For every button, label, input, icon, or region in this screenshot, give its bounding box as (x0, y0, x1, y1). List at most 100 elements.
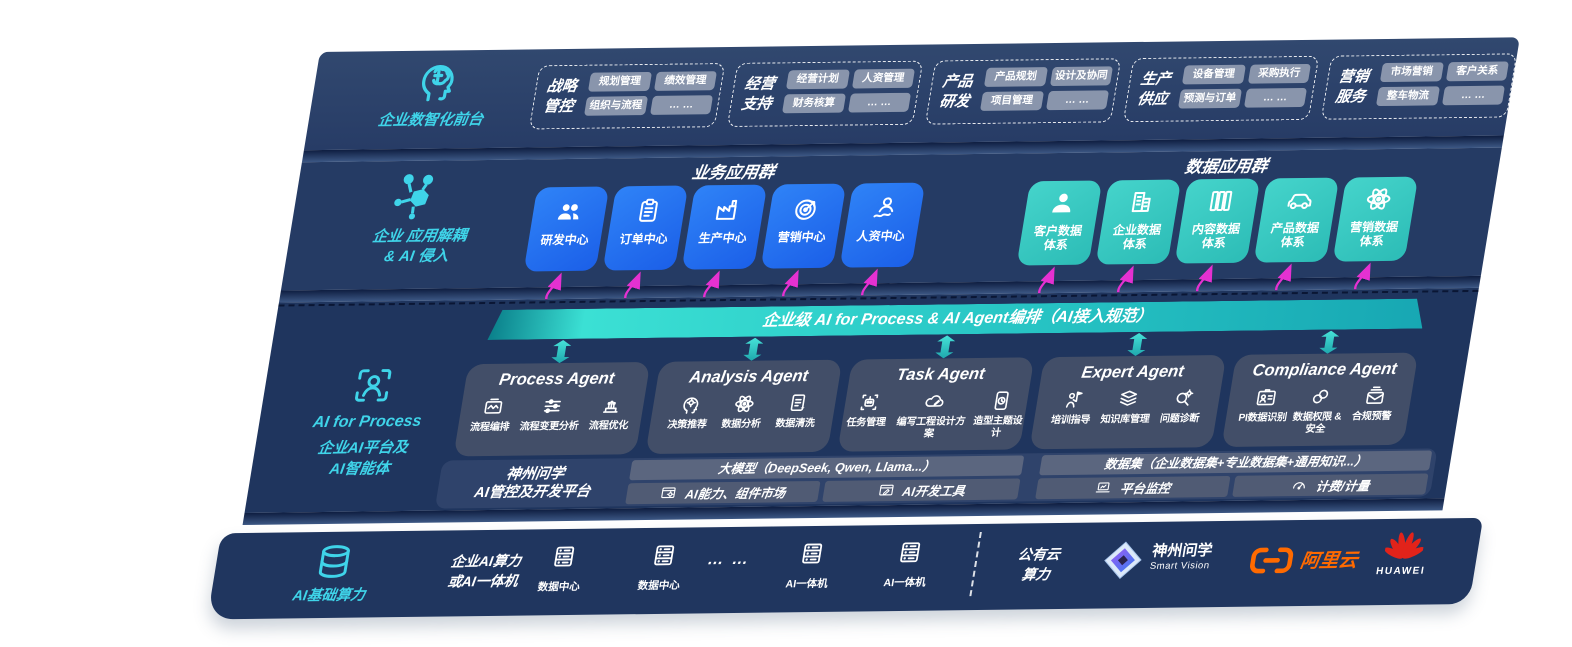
billing-label: 计费/计量 (1314, 479, 1371, 494)
app-layer-label: 企业 应用解耦 & AI 侵入 (371, 227, 469, 266)
smartvision-en: Smart Vision (1149, 559, 1211, 572)
aliyun-text: 阿里云 (1298, 550, 1360, 573)
tile-label: 企业数据 体系 (1111, 222, 1163, 252)
group-production: 生产 供应 设备管理 采购执行 预测与订单 … … (1122, 55, 1320, 123)
factory-icon (715, 199, 738, 220)
smartvision-diamond-icon (1104, 541, 1142, 579)
molecule-icon (394, 174, 434, 220)
group-item: 预测与订单 (1177, 88, 1242, 109)
platform-panel: 神州问学 AI管控及开发平台 大模型（DeepSeek, Qwen, Llama… (434, 448, 1438, 509)
atom-icon (735, 395, 754, 413)
window-pen-icon (878, 484, 894, 496)
huawei-flower-icon (1384, 532, 1425, 559)
aliyun-logo (1246, 546, 1295, 580)
agent-item-label: 合规预警 (1350, 410, 1392, 423)
model-bar: 大模型（DeepSeek, Qwen, Llama...） (629, 455, 1025, 481)
group-product: 产品 研发 产品规划 设计及协同 项目管理 … … (924, 58, 1122, 125)
huawei-text: HUAWEI (1375, 565, 1426, 578)
server-icon (553, 546, 574, 567)
node-ai-appliance-1: AI一体机 (771, 540, 849, 592)
person-icon (1052, 193, 1071, 213)
scan-person-icon (355, 369, 392, 402)
group-operation: 经营 支持 经营计划 人资管理 财务核算 … … (726, 60, 924, 128)
dev-tools-cell: AI开发工具 (822, 478, 1021, 502)
smartvision-cn: 神州问学 (1150, 542, 1214, 560)
group-item: 组织与流程 (583, 96, 648, 116)
tile-marketing-data: 营销数据 体系 (1332, 176, 1419, 262)
window-gear-icon (661, 487, 677, 499)
laptop-chart-icon (1096, 482, 1111, 493)
group-item: 项目管理 (979, 91, 1044, 111)
agent-card-process: Process Agent 流程编排 流程变更分析 流程优化 (453, 361, 651, 457)
dataset-bar: 数据集（企业数据集+专业数据集+通用知识...） (1039, 450, 1433, 476)
car-icon (1287, 193, 1312, 210)
agent-card-task: Task Agent 任务管理 编写工程设计方案 造型主题设计 (837, 357, 1035, 452)
id-card-icon (1256, 389, 1276, 406)
infra-label: AI基础算力 (291, 587, 367, 605)
tile-product-data: 产品数据 体系 (1253, 177, 1340, 263)
billing-cell: 计费/计量 (1232, 473, 1429, 497)
group-item: 产品规划 (983, 67, 1048, 87)
agent-item-label: 数据分析 (720, 418, 762, 431)
double-arrow-icon (550, 340, 572, 363)
orchestration-bar: 企业级 AI for Process & AI Agent编排（AI接入规范） (487, 298, 1427, 339)
tile-label: 内容数据 体系 (1190, 221, 1242, 251)
group-item: … … (1045, 90, 1110, 111)
agent-item-label: 造型主题设计 (972, 415, 1024, 439)
permission-icon (1312, 389, 1329, 404)
cloud-edit-icon (925, 395, 944, 407)
clipboard-icon (639, 198, 658, 222)
node-datacenter-2: 数据中心 (623, 541, 701, 593)
ai-layer-label-cn: 企业AI平台及 AI智能体 (316, 438, 410, 478)
group-item: 整车物流 (1375, 86, 1440, 107)
double-arrow-icon (934, 335, 956, 358)
dashed-divider (969, 531, 982, 597)
agent-item-label: 流程变更分析 (518, 420, 580, 433)
dev-tools-label: AI开发工具 (901, 484, 966, 499)
workflow-icon (483, 398, 502, 414)
agent-item-label: 决策推荐 (666, 419, 708, 431)
group-item: 人资管理 (851, 68, 916, 89)
group-item: 设计及协同 (1049, 66, 1114, 87)
group-item: 客户关系 (1445, 61, 1509, 82)
agent-card-analysis: Analysis Agent 决策推荐 数据分析 数据清洗 (645, 359, 843, 455)
tile-rd-center: 研发中心 (523, 186, 610, 272)
smartvision-logo (1099, 540, 1146, 586)
insight-head-icon (683, 397, 699, 414)
group-item: 财务核算 (781, 93, 846, 114)
agent-title: Process Agent (497, 369, 616, 389)
tile-label: 产品数据 体系 (1269, 220, 1321, 250)
ai-layer-label-en: AI for Process (311, 412, 423, 432)
node-label: AI一体机 (882, 576, 927, 590)
group-marketing: 营销 服务 市场营销 客户关系 整车物流 … … (1320, 53, 1518, 120)
tile-content-data: 内容数据 体系 (1174, 178, 1261, 264)
tablet-design-icon (994, 391, 1009, 411)
monitoring-cell: 平台监控 (1035, 475, 1231, 500)
tile-label: 订单中心 (618, 231, 669, 247)
infra-ellipsis: … … (706, 550, 752, 569)
double-arrow-icon (742, 338, 764, 361)
group-item: … … (847, 92, 912, 113)
agent-item-label: 流程优化 (587, 420, 629, 432)
agent-title: Compliance Agent (1251, 359, 1399, 380)
agent-item-label: PI数据识别 (1237, 412, 1288, 424)
tile-label: 营销中心 (776, 229, 827, 245)
group-item: … … (649, 95, 714, 115)
front-stage-layer: 企业数智化前台 战略 管控 规划管理 绩效管理 组织与流程 … … 经营 支持 … (303, 37, 1520, 151)
node-label: 数据中心 (636, 579, 681, 593)
tile-label: 生产中心 (697, 230, 748, 246)
atom-icon (1366, 188, 1391, 210)
node-ai-appliance-2: AI一体机 (869, 538, 947, 590)
brain-head-icon (421, 65, 454, 102)
group-strategy: 战略 管控 规划管理 绩效管理 组织与流程 … … (528, 63, 726, 130)
ai-layer: 企业级 AI for Process & AI Agent编排（AI接入规范） … (244, 287, 1479, 513)
agent-card-expert: Expert Agent 培训指导 知识库管理 问题诊断 (1029, 354, 1227, 450)
group-item: 市场营销 (1379, 62, 1444, 83)
agent-title: Expert Agent (1080, 362, 1186, 382)
front-stage-label: 企业数智化前台 (376, 110, 485, 130)
tile-label: 人资中心 (855, 228, 906, 244)
alert-mail-icon (1365, 386, 1384, 405)
hr-people-icon (873, 197, 894, 218)
agent-item-label: 任务管理 (845, 417, 887, 429)
